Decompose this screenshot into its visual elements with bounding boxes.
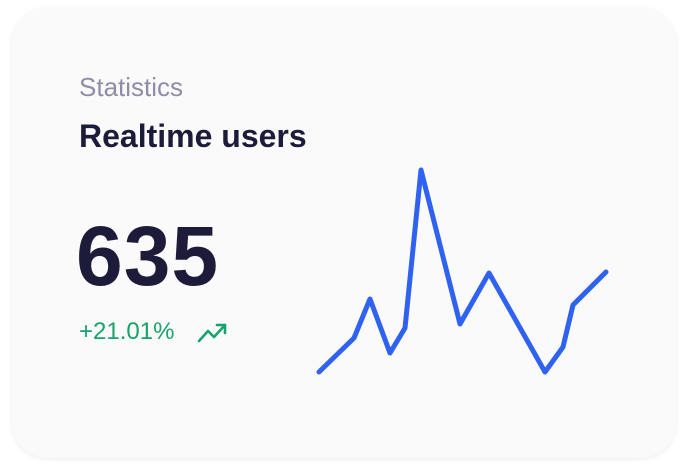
trend-up-icon [197, 323, 227, 343]
stats-card [12, 8, 676, 458]
change-value: +21.01% [79, 318, 175, 345]
sparkline [316, 167, 609, 375]
card-value: 635 [76, 209, 220, 303]
card-label: Statistics [79, 72, 184, 102]
card-title: Realtime users [79, 118, 307, 154]
